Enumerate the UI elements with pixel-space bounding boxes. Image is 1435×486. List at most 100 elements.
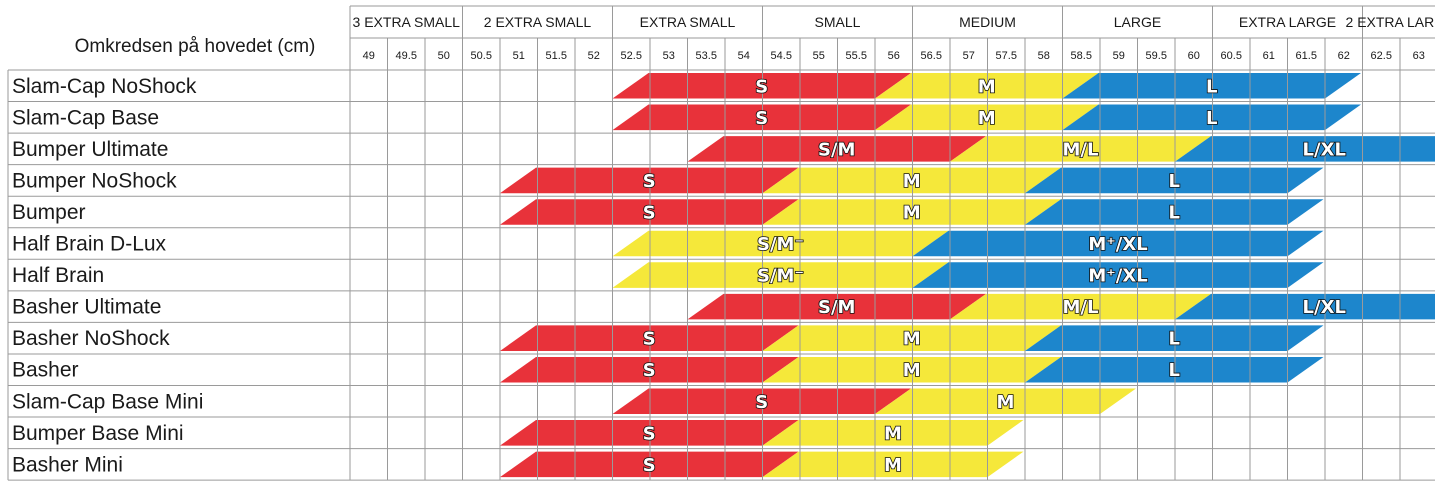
size-band-label: L/XL (1303, 297, 1346, 318)
size-band-label: M (997, 392, 1015, 413)
circumference-label: 53.5 (696, 50, 717, 62)
circumference-label: 53 (663, 50, 675, 62)
size-group-label: EXTRA SMALL (640, 14, 736, 30)
size-band-label: L/XL (1303, 139, 1346, 160)
size-band-label: S/M (818, 139, 855, 160)
size-band-label: S (643, 202, 656, 223)
circumference-label: 57.5 (996, 50, 1017, 62)
size-band-yellow (875, 73, 1099, 99)
size-band-label: M (978, 76, 996, 97)
size-band-label: S (643, 360, 656, 381)
circumference-label: 61 (1263, 50, 1275, 62)
size-band-blue (912, 230, 1324, 257)
circumference-label: 51 (513, 50, 525, 62)
circumference-label: 60.5 (1221, 50, 1242, 62)
circumference-label: 58.5 (1071, 50, 1092, 62)
size-band-label: M (903, 329, 921, 350)
size-band-label: L (1169, 171, 1180, 192)
band-labels: S M L S M L S/M M/L L/XL S M L S M L S/M⁻ M⁺/XL S/M⁻ M⁺/XL… (642, 75, 1347, 476)
circumference-label: 49.5 (396, 50, 417, 62)
size-band-label: M (978, 108, 996, 129)
size-band-label: S/M⁻ (757, 234, 804, 255)
size-band-yellow (612, 230, 949, 257)
circumference-label: 49 (363, 50, 375, 62)
grid-lines (7, 5, 1435, 481)
circumference-label: 59 (1113, 50, 1125, 62)
size-band-label: M/L (1063, 297, 1099, 318)
size-band-label: S (643, 423, 656, 444)
row-label: Basher (12, 359, 79, 382)
circumference-label: 50.5 (471, 50, 492, 62)
size-group-label: LARGE (1114, 14, 1161, 30)
size-band-label: M/L (1063, 139, 1099, 160)
size-band-label: S/M⁻ (757, 266, 804, 287)
row-label: Slam-Cap Base Mini (12, 390, 203, 413)
size-band-label: M⁺/XL (1088, 266, 1147, 287)
size-group-label: 3 EXTRA SMALL (353, 14, 461, 30)
size-band-yellow (950, 136, 1211, 162)
size-band-label: S/M (818, 297, 855, 318)
size-band-yellow (762, 420, 1024, 446)
circumference-label: 56.5 (921, 50, 942, 62)
circumference-label: 59.5 (1146, 50, 1167, 62)
circumference-label: 54.5 (771, 50, 792, 62)
size-band-label: L (1169, 329, 1180, 350)
row-label: Bumper (12, 201, 86, 224)
circumference-label: 58 (1038, 50, 1050, 62)
size-group-label: EXTRA LARGE (1239, 14, 1336, 30)
circumference-label: 62 (1338, 50, 1350, 62)
size-band-label: S (755, 76, 768, 97)
row-label: Bumper Base Mini (12, 422, 184, 445)
size-band-label: S (755, 108, 768, 129)
circumference-label: 51.5 (546, 50, 567, 62)
circumference-label: 55.5 (846, 50, 867, 62)
size-bands (500, 73, 1435, 478)
circumference-label: 56 (888, 50, 900, 62)
row-label: Bumper Ultimate (12, 138, 168, 161)
size-band-label: S (643, 455, 656, 476)
size-band-yellow (762, 451, 1024, 478)
size-group-label: MEDIUM (959, 14, 1016, 30)
size-group-label: SMALL (815, 14, 861, 30)
circumference-label: 54 (738, 50, 750, 62)
circumference-label: 63 (1413, 50, 1425, 62)
size-band-label: S (755, 392, 768, 413)
size-band-label: L (1206, 76, 1217, 97)
circumference-label: 61.5 (1296, 50, 1317, 62)
row-label: Basher NoShock (12, 327, 170, 350)
size-band-label: M (903, 360, 921, 381)
size-band-yellow (612, 262, 949, 288)
row-label: Slam-Cap Base (12, 106, 159, 129)
row-label: Slam-Cap NoShock (12, 75, 197, 98)
row-label: Half Brain D-Lux (12, 233, 167, 256)
size-band-blue (1175, 136, 1435, 162)
size-band-yellow (950, 293, 1211, 320)
circumference-label: 60 (1188, 50, 1200, 62)
size-band-label: M⁺/XL (1088, 234, 1147, 255)
size-band-label: L (1169, 360, 1180, 381)
row-labels: Slam-Cap NoShock Slam-Cap Base Bumper Ulti… (12, 75, 203, 477)
size-band-label: S (643, 329, 656, 350)
size-band-blue (912, 262, 1324, 288)
size-header: 3 EXTRA SMALL 2 EXTRA SMALL EXTRA SMALL SMA… (353, 14, 1435, 62)
size-group-label: 2 EXTRA LARGE (1346, 14, 1435, 30)
circumference-label: 57 (963, 50, 975, 62)
size-band-label: S (643, 171, 656, 192)
circumference-label: 55 (813, 50, 825, 62)
size-band-label: M (884, 423, 902, 444)
row-label: Bumper NoShock (12, 169, 177, 192)
size-band-label: M (903, 202, 921, 223)
circumference-label: 52 (588, 50, 600, 62)
size-band-yellow (875, 104, 1099, 131)
circumference-label: 52.5 (621, 50, 642, 62)
header-label: Omkredsen på hovedet (cm) (75, 36, 316, 57)
size-band-yellow (875, 388, 1136, 415)
size-band-label: L (1206, 108, 1217, 129)
row-label: Basher Mini (12, 453, 123, 476)
circumference-label: 62.5 (1371, 50, 1392, 62)
row-label: Basher Ultimate (12, 296, 161, 319)
circumference-label: 50 (438, 50, 450, 62)
size-band-label: M (884, 455, 902, 476)
size-group-label: 2 EXTRA SMALL (484, 14, 592, 30)
